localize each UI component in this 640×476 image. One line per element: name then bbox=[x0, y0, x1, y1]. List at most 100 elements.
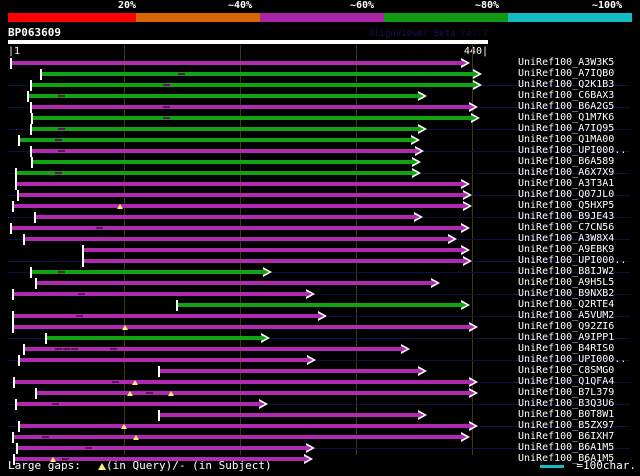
hsp-bar[interactable] bbox=[31, 116, 472, 120]
hit-row[interactable]: UniRef100_A3W3K5 bbox=[0, 57, 640, 69]
hsp-bar[interactable] bbox=[12, 435, 462, 439]
hsp-bar[interactable] bbox=[158, 369, 419, 373]
hit-label[interactable]: UniRef100_Q1QFA4 bbox=[518, 376, 615, 387]
hsp-bar[interactable] bbox=[158, 413, 419, 417]
hit-row[interactable]: UniRef100_B5ZX97 bbox=[0, 420, 640, 432]
hit-row[interactable]: UniRef100_UPI000.. bbox=[0, 145, 640, 157]
hit-row[interactable]: UniRef100_B9NXB2 bbox=[0, 288, 640, 300]
hsp-bar[interactable] bbox=[35, 281, 432, 285]
hsp-bar[interactable] bbox=[35, 391, 470, 395]
hit-row[interactable]: UniRef100_C6BAX3 bbox=[0, 90, 640, 102]
hit-label[interactable]: UniRef100_B3Q3U6 bbox=[518, 398, 615, 409]
hit-row[interactable]: UniRef100_Q1MA00 bbox=[0, 134, 640, 146]
hit-row[interactable]: UniRef100_B4RIS0 bbox=[0, 343, 640, 355]
hit-row[interactable]: UniRef100_Q2RTE4 bbox=[0, 299, 640, 311]
hit-label[interactable]: UniRef100_A3W3K5 bbox=[518, 57, 615, 68]
hsp-bar[interactable] bbox=[15, 402, 260, 406]
hsp-bar[interactable] bbox=[12, 292, 307, 296]
hsp-bar[interactable] bbox=[30, 127, 419, 131]
hsp-bar[interactable] bbox=[12, 325, 470, 329]
hit-row[interactable]: UniRef100_Q5HXP5 bbox=[0, 200, 640, 212]
hit-label[interactable]: UniRef100_B9NXB2 bbox=[518, 288, 615, 299]
hit-label[interactable]: UniRef100_Q1M7K6 bbox=[518, 112, 615, 123]
hit-label[interactable]: UniRef100_B6A589 bbox=[518, 156, 615, 167]
hsp-bar[interactable] bbox=[15, 182, 462, 186]
hsp-bar[interactable] bbox=[16, 446, 307, 450]
hit-label[interactable]: UniRef100_Q1MA00 bbox=[518, 134, 615, 145]
hsp-bar[interactable] bbox=[15, 171, 413, 175]
hit-label[interactable]: UniRef100_Q92ZI6 bbox=[518, 321, 615, 332]
hit-label[interactable]: UniRef100_A5VUM2 bbox=[518, 310, 615, 321]
hit-row[interactable]: UniRef100_B6IXH7 bbox=[0, 431, 640, 443]
hit-row[interactable]: UniRef100_C7CN56 bbox=[0, 222, 640, 234]
hit-row[interactable]: UniRef100_UPI000.. bbox=[0, 354, 640, 366]
hit-label[interactable]: UniRef100_UPI000.. bbox=[518, 255, 627, 266]
hsp-bar[interactable] bbox=[10, 226, 462, 230]
hit-label[interactable]: UniRef100_B6A2G5 bbox=[518, 101, 615, 112]
hit-row[interactable]: UniRef100_Q1M7K6 bbox=[0, 112, 640, 124]
hsp-bar[interactable] bbox=[30, 149, 416, 153]
hit-row[interactable]: UniRef100_A6X7X9 bbox=[0, 167, 640, 179]
hit-label[interactable]: UniRef100_A9EBK9 bbox=[518, 244, 615, 255]
hit-row[interactable]: UniRef100_A9IPP1 bbox=[0, 332, 640, 344]
hit-label[interactable]: UniRef100_Q07JL0 bbox=[518, 189, 615, 200]
hsp-bar[interactable] bbox=[30, 270, 264, 274]
hit-row[interactable]: UniRef100_B6A589 bbox=[0, 156, 640, 168]
hit-label[interactable]: UniRef100_A9H5L5 bbox=[518, 277, 615, 288]
hit-row[interactable]: UniRef100_B6A1M5 bbox=[0, 453, 640, 465]
hit-label[interactable]: UniRef100_A9IPP1 bbox=[518, 332, 615, 343]
hit-row[interactable]: UniRef100_B8IJW2 bbox=[0, 266, 640, 278]
hit-row[interactable]: UniRef100_A7IQB0 bbox=[0, 68, 640, 80]
hsp-bar[interactable] bbox=[31, 160, 413, 164]
hit-label[interactable]: UniRef100_A7IQB0 bbox=[518, 68, 615, 79]
hsp-bar[interactable] bbox=[13, 380, 470, 384]
hit-row[interactable]: UniRef100_B3Q3U6 bbox=[0, 398, 640, 410]
hit-label[interactable]: UniRef100_A3T3A1 bbox=[518, 178, 615, 189]
hit-row[interactable]: UniRef100_B7L379 bbox=[0, 387, 640, 399]
hit-row[interactable]: UniRef100_Q92ZI6 bbox=[0, 321, 640, 333]
hit-row[interactable]: UniRef100_B0T8W1 bbox=[0, 409, 640, 421]
hsp-bar[interactable] bbox=[10, 61, 462, 65]
hsp-bar[interactable] bbox=[18, 424, 470, 428]
hit-label[interactable]: UniRef100_B6A1M5 bbox=[518, 442, 615, 453]
hsp-bar[interactable] bbox=[23, 347, 402, 351]
hsp-bar[interactable] bbox=[176, 303, 462, 307]
hit-label[interactable]: UniRef100_C7CN56 bbox=[518, 222, 615, 233]
hit-label[interactable]: UniRef100_C8SMG0 bbox=[518, 365, 615, 376]
hit-label[interactable]: UniRef100_Q2K1B3 bbox=[518, 79, 615, 90]
hsp-bar[interactable] bbox=[82, 259, 464, 263]
hit-row[interactable]: UniRef100_A3W8X4 bbox=[0, 233, 640, 245]
hit-label[interactable]: UniRef100_UPI000.. bbox=[518, 354, 627, 365]
hit-row[interactable]: UniRef100_A9EBK9 bbox=[0, 244, 640, 256]
hit-row[interactable]: UniRef100_Q07JL0 bbox=[0, 189, 640, 201]
hit-row[interactable]: UniRef100_A7IQ95 bbox=[0, 123, 640, 135]
hsp-bar[interactable] bbox=[30, 83, 474, 87]
hit-row[interactable]: UniRef100_Q2K1B3 bbox=[0, 79, 640, 91]
hit-label[interactable]: UniRef100_A7IQ95 bbox=[518, 123, 615, 134]
hit-row[interactable]: UniRef100_B9JE43 bbox=[0, 211, 640, 223]
hit-label[interactable]: UniRef100_B9JE43 bbox=[518, 211, 615, 222]
hsp-bar[interactable] bbox=[12, 314, 319, 318]
hsp-bar[interactable] bbox=[34, 215, 415, 219]
hit-label[interactable]: UniRef100_A6X7X9 bbox=[518, 167, 615, 178]
hit-label[interactable]: UniRef100_UPI000.. bbox=[518, 145, 627, 156]
hit-label[interactable]: UniRef100_B6IXH7 bbox=[518, 431, 615, 442]
hsp-bar[interactable] bbox=[12, 204, 464, 208]
hit-label[interactable]: UniRef100_B0T8W1 bbox=[518, 409, 615, 420]
hit-label[interactable]: UniRef100_Q5HXP5 bbox=[518, 200, 615, 211]
hit-row[interactable]: UniRef100_C8SMG0 bbox=[0, 365, 640, 377]
hsp-bar[interactable] bbox=[18, 138, 412, 142]
hit-row[interactable]: UniRef100_A3T3A1 bbox=[0, 178, 640, 190]
hit-label[interactable]: UniRef100_Q2RTE4 bbox=[518, 299, 615, 310]
hit-row[interactable]: UniRef100_A9H5L5 bbox=[0, 277, 640, 289]
hit-row[interactable]: UniRef100_B6A1M5 bbox=[0, 442, 640, 454]
hit-label[interactable]: UniRef100_B6A1M5 bbox=[518, 453, 615, 464]
hit-label[interactable]: UniRef100_B5ZX97 bbox=[518, 420, 615, 431]
hsp-bar[interactable] bbox=[23, 237, 449, 241]
hit-row[interactable]: UniRef100_A5VUM2 bbox=[0, 310, 640, 322]
hit-row[interactable]: UniRef100_Q1QFA4 bbox=[0, 376, 640, 388]
hsp-bar[interactable] bbox=[30, 105, 470, 109]
hsp-bar[interactable] bbox=[27, 94, 419, 98]
hsp-bar[interactable] bbox=[13, 457, 305, 461]
hsp-bar[interactable] bbox=[17, 193, 464, 197]
